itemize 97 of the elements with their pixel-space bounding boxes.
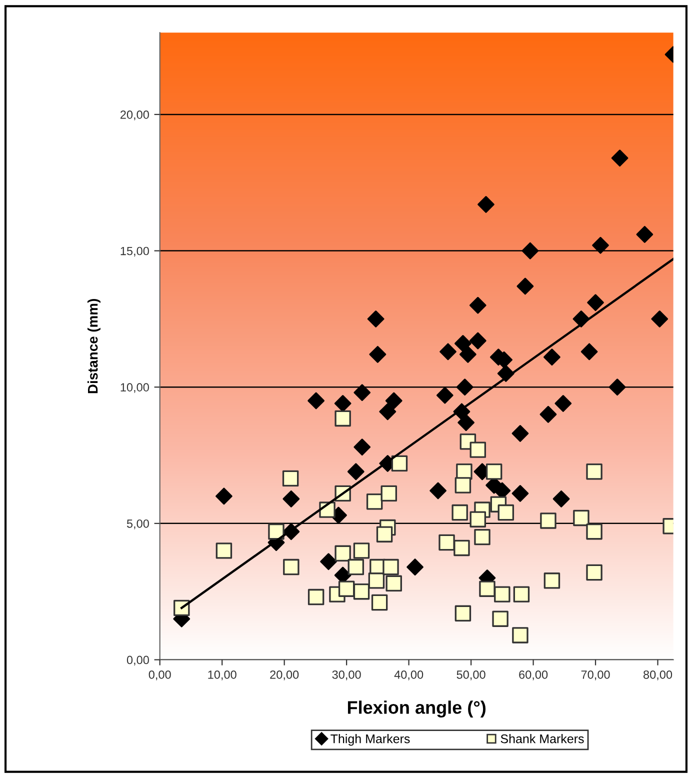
point [456, 378, 474, 396]
point [268, 523, 284, 540]
x-tick-label: 70,00 [581, 670, 610, 680]
point [580, 343, 598, 360]
x-tick-label: 50,00 [456, 670, 486, 680]
point [216, 542, 232, 559]
point [406, 558, 424, 576]
point [586, 564, 602, 581]
x-tick-label: 0,00 [148, 670, 171, 680]
point [554, 395, 572, 412]
y-tick-label: 0,00 [126, 656, 149, 666]
point [376, 526, 393, 542]
point [512, 627, 528, 644]
point [334, 410, 351, 427]
point [512, 425, 529, 442]
point [347, 463, 364, 480]
point [513, 586, 530, 602]
point [382, 558, 399, 576]
point [478, 196, 494, 213]
point [379, 403, 396, 420]
x-tick-label: 30,00 [332, 670, 361, 680]
point [479, 580, 496, 597]
point [587, 294, 604, 312]
point [544, 348, 560, 366]
point [470, 442, 486, 458]
point [354, 384, 371, 401]
point [320, 553, 337, 570]
point [452, 504, 468, 521]
point [371, 594, 388, 611]
y-tick-label: 20,00 [120, 110, 149, 120]
point [454, 335, 472, 352]
point [651, 310, 668, 328]
point [283, 558, 300, 576]
y-axis-title: Distance (mm) [88, 299, 100, 394]
point [348, 558, 364, 576]
point [636, 226, 654, 243]
point [334, 545, 351, 562]
y-tick-label: 10,00 [120, 383, 149, 393]
point [367, 310, 384, 328]
point [308, 588, 324, 606]
point [469, 296, 486, 314]
point [512, 484, 529, 502]
point [216, 488, 232, 505]
point [454, 477, 472, 494]
x-tick-label: 10,00 [208, 670, 236, 680]
point [522, 242, 539, 260]
x-axis-title: Flexion angle (°) [348, 700, 486, 718]
point [459, 346, 476, 363]
point [368, 572, 385, 589]
y-tick-label: 15,00 [120, 246, 149, 257]
point [282, 470, 299, 487]
point [492, 610, 508, 627]
point [486, 464, 502, 480]
x-tick-label: 60,00 [519, 670, 548, 680]
point [611, 150, 628, 167]
point [438, 534, 455, 551]
point [498, 504, 514, 521]
point [366, 493, 383, 510]
point [430, 482, 446, 500]
x-tick-label: 40,00 [394, 670, 424, 680]
point [516, 278, 534, 295]
point [494, 586, 510, 602]
point [369, 346, 386, 363]
point [458, 414, 475, 431]
point [454, 605, 472, 622]
point [353, 542, 370, 559]
point [338, 580, 355, 597]
y-tick-label: 5,00 [126, 519, 149, 530]
point [454, 540, 470, 556]
x-tick-label: 80,00 [644, 670, 672, 680]
legend-label: Thigh Markers [330, 734, 410, 746]
point [353, 583, 370, 600]
legend-label: Shank Markers [500, 734, 584, 744]
point [592, 236, 609, 254]
point [544, 572, 560, 589]
point [440, 343, 456, 360]
point [474, 528, 490, 546]
point [380, 485, 398, 502]
point [540, 406, 557, 423]
point [385, 392, 402, 410]
point [586, 523, 602, 540]
point [391, 455, 408, 472]
point [334, 395, 352, 412]
point [436, 386, 454, 404]
point [174, 600, 190, 616]
point [470, 511, 486, 528]
point [552, 490, 570, 508]
point [282, 490, 300, 508]
point [354, 438, 371, 456]
point [586, 464, 602, 480]
point [608, 378, 626, 396]
point [386, 575, 402, 592]
point [573, 510, 590, 526]
point [469, 332, 486, 350]
x-tick-label: 20,00 [270, 670, 299, 680]
point [540, 512, 556, 529]
point [308, 392, 325, 410]
